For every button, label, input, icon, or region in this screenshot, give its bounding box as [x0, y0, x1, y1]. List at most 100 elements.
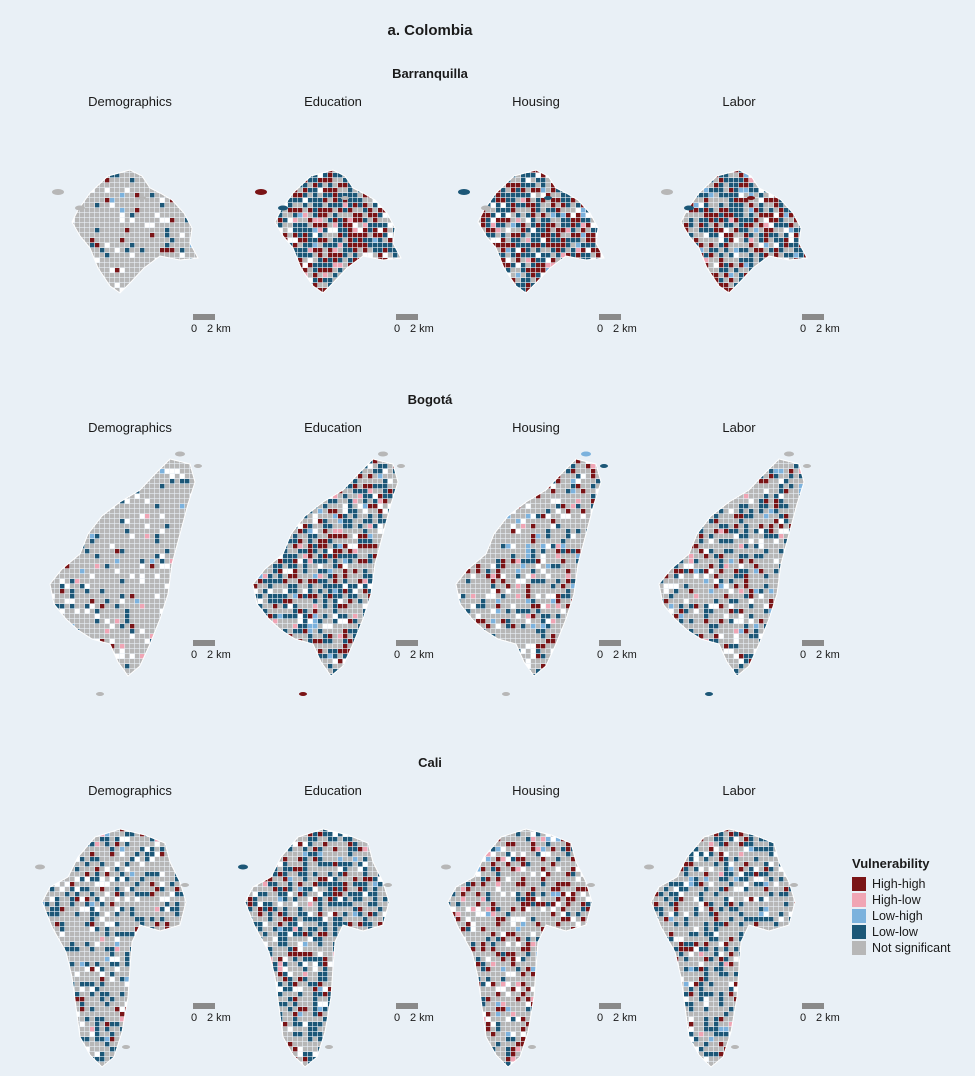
map-cell	[238, 278, 242, 282]
map-cell	[511, 178, 516, 183]
map-cell	[323, 173, 328, 178]
map-cell	[441, 198, 445, 202]
map-cell	[789, 133, 793, 137]
map-cell	[749, 163, 753, 167]
map-cell	[130, 188, 135, 193]
map-cell	[571, 258, 576, 263]
map-cell	[60, 298, 64, 302]
map-cell	[789, 163, 793, 167]
map-cell	[210, 293, 214, 297]
map-cell	[486, 298, 490, 302]
map-cell	[541, 228, 546, 233]
map-cell	[481, 148, 485, 152]
map-cell	[323, 203, 328, 208]
map-cell	[581, 308, 585, 312]
map-cell	[115, 223, 120, 228]
map-cell	[318, 193, 323, 198]
map-cell	[115, 208, 120, 213]
map-cell	[566, 163, 570, 167]
map-cell	[373, 163, 377, 167]
map-cell	[35, 283, 39, 287]
figure-title: a. Colombia	[0, 22, 860, 39]
map-cell	[789, 118, 793, 122]
map-cell	[210, 153, 214, 157]
map-cell	[318, 198, 323, 203]
map-cell	[313, 293, 317, 297]
map-cell	[30, 238, 34, 242]
map-cell	[491, 203, 496, 208]
map-cell	[486, 138, 490, 142]
map-cell	[501, 273, 506, 278]
map-cell	[283, 193, 288, 198]
map-cell	[338, 193, 343, 198]
map-cell	[478, 173, 481, 178]
map-cell	[413, 203, 417, 207]
map-cell	[185, 118, 189, 122]
map-cell	[556, 138, 560, 142]
map-cell	[115, 143, 119, 147]
map-cell	[486, 158, 490, 162]
map-cell	[75, 218, 80, 223]
map-cell	[90, 208, 95, 213]
map-cell	[323, 133, 327, 137]
map-cell	[353, 268, 358, 273]
map-cell	[205, 168, 209, 172]
map-cell	[200, 143, 204, 147]
map-cell	[328, 288, 333, 293]
map-cell	[293, 148, 297, 152]
map-cell	[561, 173, 566, 178]
map-cell	[210, 188, 214, 192]
map-cell	[348, 253, 353, 258]
map-cell	[333, 173, 338, 178]
map-cell	[268, 198, 272, 202]
map-cell	[669, 153, 673, 157]
map-cell	[110, 298, 114, 302]
map-cell	[446, 153, 450, 157]
map-cell	[303, 258, 308, 263]
map-cell	[135, 238, 140, 243]
map-cell	[145, 288, 150, 293]
map-cell	[155, 288, 160, 293]
map-cell	[343, 213, 348, 218]
map-cell	[486, 278, 491, 283]
map-cell	[288, 133, 292, 137]
map-cell	[170, 153, 174, 157]
map-cell	[278, 253, 283, 258]
map-cell	[639, 148, 643, 152]
map-cell	[486, 163, 490, 167]
map-cell	[749, 138, 753, 142]
map-cell	[581, 173, 586, 178]
map-cell	[165, 183, 170, 188]
map-cell	[819, 118, 823, 122]
map-cell	[591, 253, 596, 258]
map-cell	[606, 248, 610, 252]
map-cell	[546, 293, 550, 297]
map-cell	[303, 123, 307, 127]
map-cell	[145, 158, 149, 162]
map-cell	[754, 158, 758, 162]
map-cell	[120, 283, 125, 288]
map-cell	[373, 308, 377, 312]
map-cell	[288, 223, 293, 228]
map-cell	[30, 158, 34, 162]
map-cell	[115, 218, 120, 223]
map-cell	[576, 243, 581, 248]
map-cell	[90, 248, 95, 253]
map-cell	[190, 173, 195, 178]
map-cell	[694, 128, 698, 132]
map-cell	[436, 233, 440, 237]
map-cell	[541, 198, 546, 203]
map-cell	[571, 143, 575, 147]
map-cell	[150, 143, 154, 147]
map-cell	[278, 183, 283, 188]
map-cell	[591, 208, 596, 213]
map-cell	[263, 313, 267, 317]
map-cell	[363, 278, 368, 283]
map-cell	[418, 183, 422, 187]
map-cell	[243, 148, 247, 152]
map-cell	[60, 303, 64, 307]
map-cell	[35, 168, 39, 172]
map-cell	[90, 228, 95, 233]
map-cell	[446, 233, 450, 237]
map-cell	[393, 163, 397, 167]
